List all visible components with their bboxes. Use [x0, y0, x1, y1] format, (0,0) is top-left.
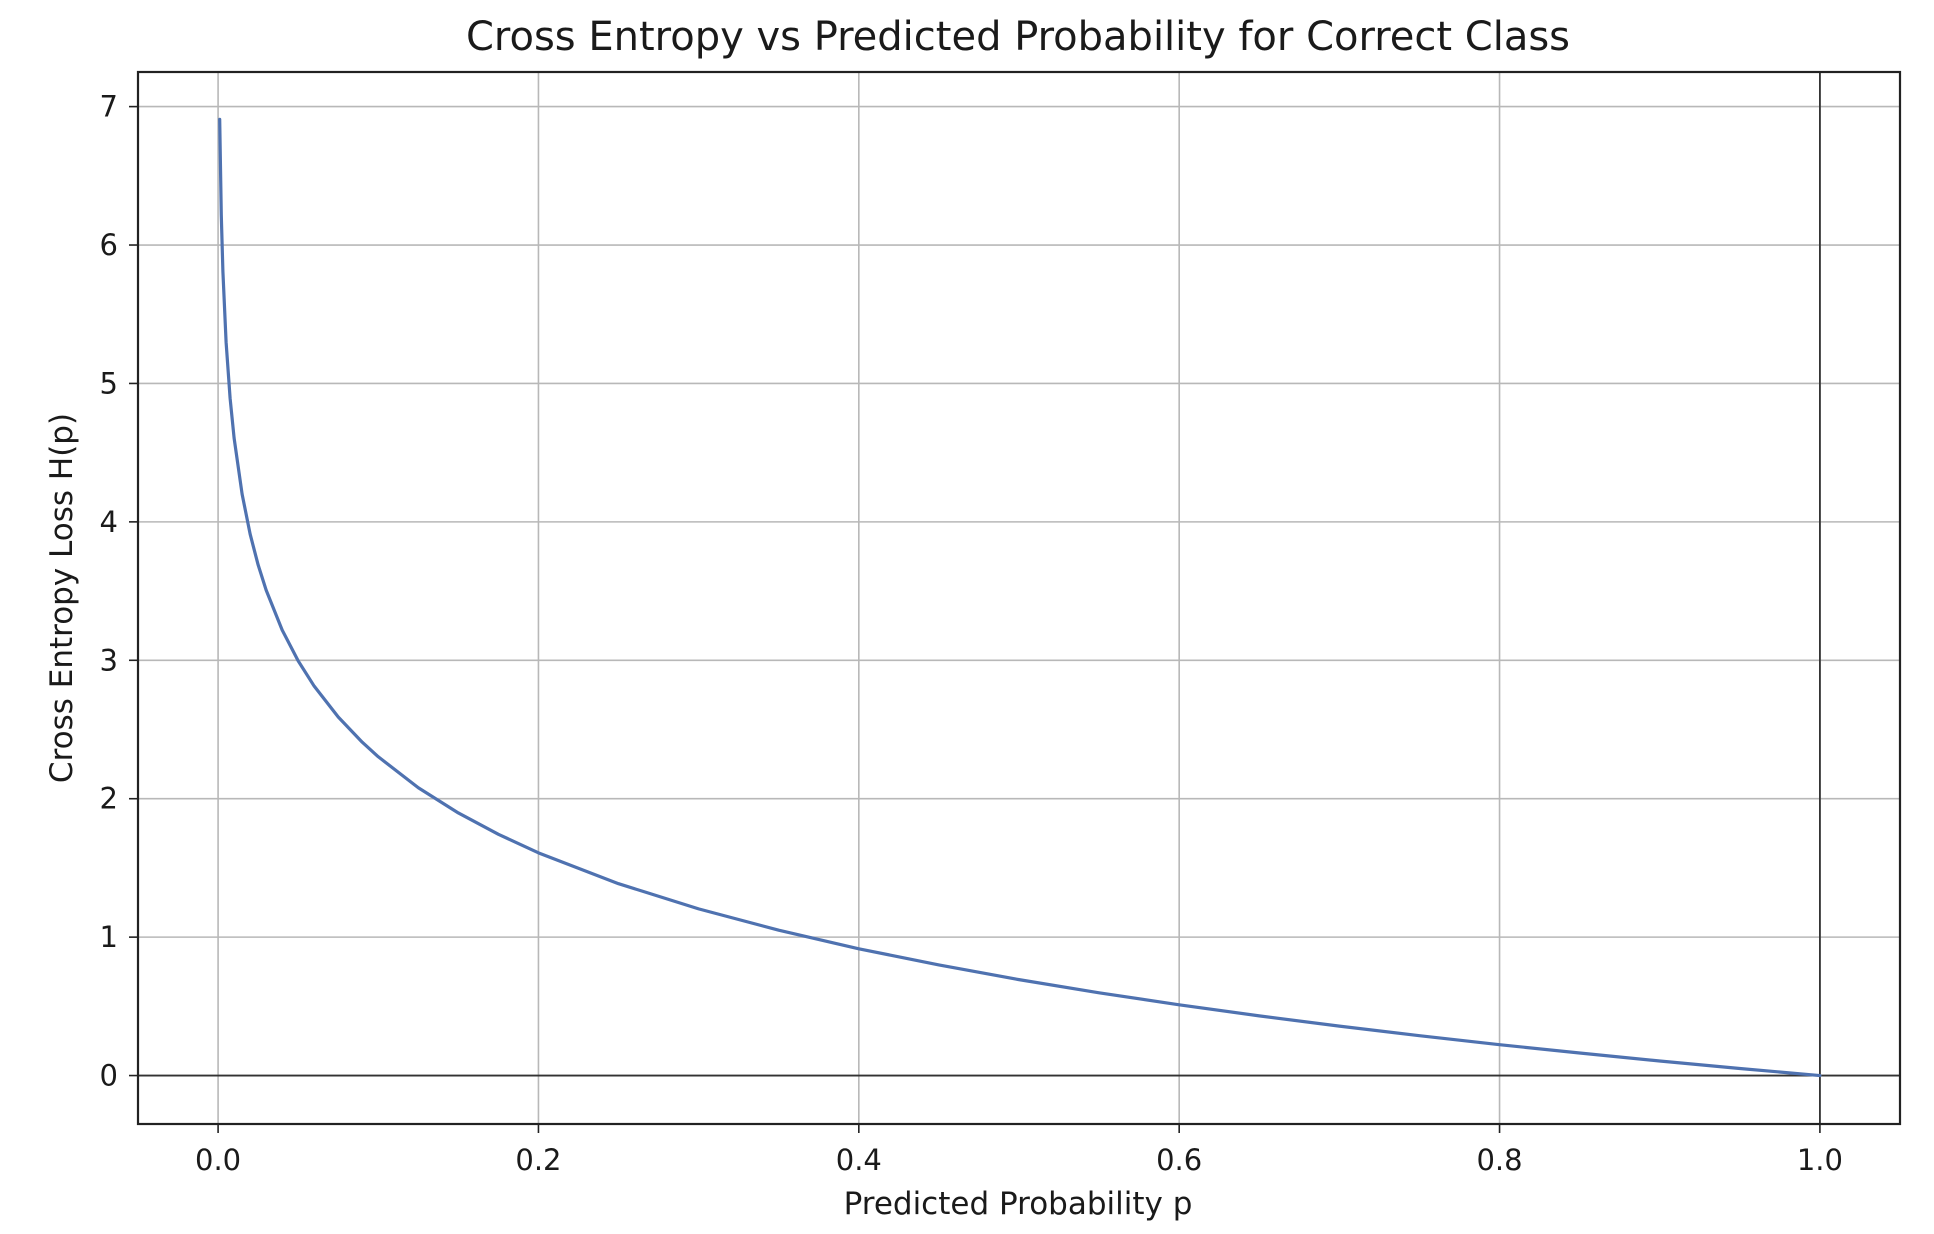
y-tick-label: 5 — [100, 366, 118, 400]
axes-frame — [136, 70, 1902, 1126]
y-tick-label: 4 — [100, 505, 118, 539]
y-tick-label: 0 — [100, 1059, 118, 1093]
x-axis-label: Predicted Probability p — [844, 1186, 1193, 1222]
y-axis-label: Cross Entropy Loss H(p) — [44, 413, 80, 783]
y-tick-label: 6 — [100, 228, 118, 262]
x-tick-label: 0.2 — [515, 1143, 561, 1177]
loss-curve-line — [218, 117, 1822, 1078]
y-tick-label: 3 — [100, 643, 118, 677]
chart-title: Cross Entropy vs Predicted Probability f… — [466, 14, 1570, 60]
x-tick-label: 0.4 — [836, 1143, 882, 1177]
x-tick-label: 0.6 — [1156, 1143, 1202, 1177]
series-layer — [218, 117, 1822, 1078]
y-tick-label: 2 — [100, 782, 118, 816]
reference-lines — [138, 72, 1900, 1124]
x-tick-label: 1.0 — [1797, 1143, 1843, 1177]
x-tick-label: 0.0 — [195, 1143, 241, 1177]
y-axis-ticks: 0 1 2 3 4 5 6 7 — [100, 90, 138, 1093]
y-tick-label: 7 — [100, 90, 118, 124]
y-tick-label: 1 — [100, 920, 118, 954]
x-tick-label: 0.8 — [1476, 1143, 1522, 1177]
x-axis-ticks: 0.0 0.2 0.4 0.6 0.8 1.0 — [195, 1124, 1843, 1177]
